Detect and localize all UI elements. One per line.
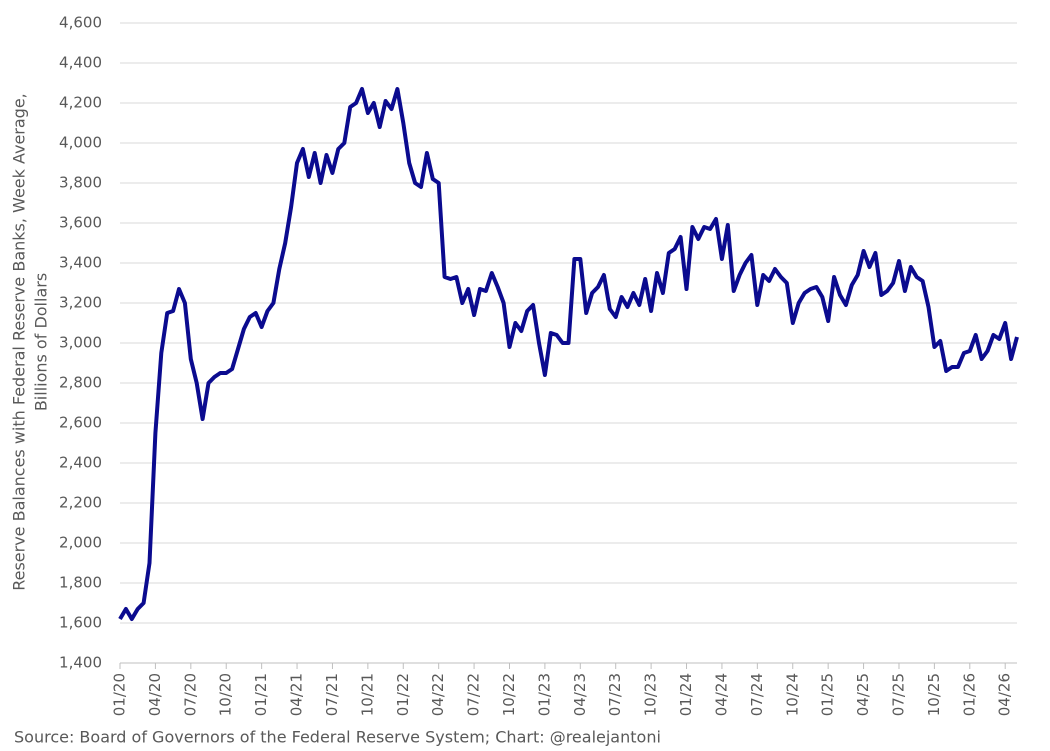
y-tick-label: 3,000 (59, 334, 102, 352)
x-tick-label: 07/22 (465, 673, 483, 716)
x-tick-label: 07/23 (606, 673, 624, 716)
x-tick-label: 10/20 (217, 673, 235, 716)
y-tick-label: 2,400 (59, 454, 102, 472)
x-tick-label: 07/21 (323, 673, 341, 716)
x-tick-label: 07/20 (181, 673, 199, 716)
y-axis-label: Reserve Balances with Federal Reserve Ba… (10, 93, 29, 591)
y-axis-label: Billions of Dollars (32, 273, 51, 411)
y-tick-label: 1,400 (59, 654, 102, 672)
x-tick-label: 07/24 (748, 673, 766, 716)
x-tick-label: 01/25 (819, 673, 837, 716)
x-tick-label: 01/24 (677, 673, 695, 716)
y-tick-label: 1,600 (59, 614, 102, 632)
y-tick-label: 2,600 (59, 414, 102, 432)
y-tick-label: 3,400 (59, 254, 102, 272)
x-tick-label: 01/21 (252, 673, 270, 716)
data-line (118, 87, 1019, 621)
x-tick-label: 10/24 (783, 673, 801, 716)
x-tick-label: 01/20 (111, 673, 129, 716)
y-tick-label: 4,000 (59, 134, 102, 152)
x-tick-label: 04/23 (571, 673, 589, 716)
y-tick-label: 3,200 (59, 294, 102, 312)
y-tick-label: 3,800 (59, 174, 102, 192)
x-tick-label: 04/21 (288, 673, 306, 716)
y-tick-label: 2,800 (59, 374, 102, 392)
y-tick-label: 4,200 (59, 94, 102, 112)
x-tick-label: 04/22 (429, 673, 447, 716)
y-tick-label: 4,600 (59, 14, 102, 32)
y-tick-label: 3,600 (59, 214, 102, 232)
x-tick-label: 10/22 (500, 673, 518, 716)
x-tick-label: 01/26 (960, 673, 978, 716)
y-tick-label: 4,400 (59, 54, 102, 72)
x-tick-label: 01/23 (535, 673, 553, 716)
x-tick-label: 04/24 (712, 673, 730, 716)
x-tick-label: 04/26 (996, 673, 1014, 716)
x-tick-label: 04/25 (854, 673, 872, 716)
x-tick-label: 10/21 (358, 673, 376, 716)
source-note: Source: Board of Governors of the Federa… (14, 728, 661, 747)
x-tick-label: 07/25 (889, 673, 907, 716)
x-tick-label: 10/23 (642, 673, 660, 716)
x-tick-label: 01/22 (394, 673, 412, 716)
x-tick-label: 04/20 (146, 673, 164, 716)
x-tick-label: 10/25 (925, 673, 943, 716)
y-tick-label: 2,000 (59, 534, 102, 552)
y-tick-label: 1,800 (59, 574, 102, 592)
y-tick-label: 2,200 (59, 494, 102, 512)
